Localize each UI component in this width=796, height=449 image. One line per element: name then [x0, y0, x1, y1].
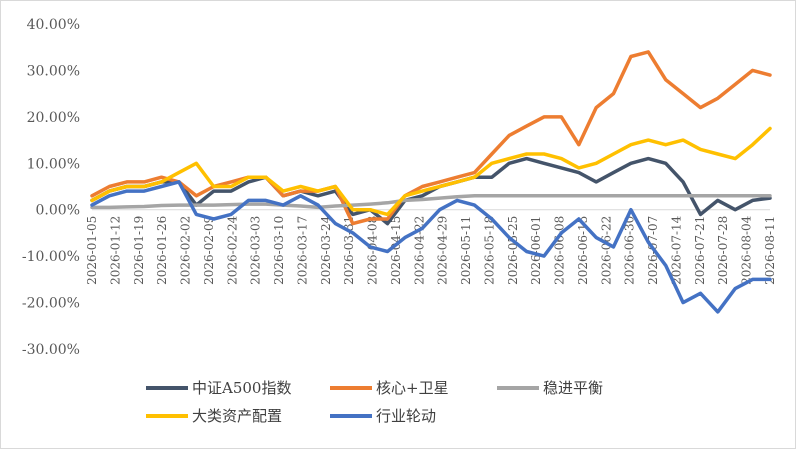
x-tick-label: 2026-08-04	[740, 215, 754, 285]
x-tick-label: 2026-03-31	[342, 216, 356, 285]
y-tick-label: 40.00%	[27, 17, 80, 33]
y-tick-label: -20.00%	[22, 296, 80, 312]
series-layer	[90, 50, 772, 314]
x-tick-label: 2026-02-24	[225, 215, 239, 285]
series-line-3	[90, 126, 772, 217]
x-tick-label: 2026-06-30	[623, 216, 637, 285]
y-tick-label: 0.00%	[36, 203, 80, 219]
x-tick-label: 2026-03-24	[319, 215, 333, 285]
x-tick-label: 2026-03-17	[295, 216, 309, 285]
x-tick-label: 2026-01-05	[85, 216, 99, 285]
legend-label: 核心+卫星	[376, 379, 449, 397]
x-tick-label: 2026-06-01	[529, 216, 543, 285]
x-tick-label: 2026-03-03	[249, 216, 263, 285]
x-tick-label: 2026-05-18	[482, 216, 496, 285]
x-tick-label: 2026-04-15	[389, 216, 403, 285]
y-tick-label: -30.00%	[22, 342, 80, 358]
legend-label: 行业轮动	[376, 407, 436, 425]
x-tick-label: 2026-05-25	[506, 216, 520, 285]
series-line-0	[90, 156, 772, 226]
legend-label: 大类资产配置	[192, 407, 282, 425]
x-tick-label: 2026-03-10	[272, 216, 286, 285]
x-tick-label: 2026-05-11	[459, 216, 473, 285]
x-tick-label: 2026-07-14	[669, 215, 683, 285]
legend-label: 中证A500指数	[192, 379, 291, 397]
x-tick-label: 2026-06-15	[576, 216, 590, 285]
x-tick-label: 2026-07-21	[693, 216, 707, 285]
x-tick-label: 2026-01-19	[132, 216, 146, 285]
series-line-2	[90, 194, 772, 210]
x-tick-label: 2026-07-28	[716, 216, 730, 285]
x-tick-label: 2026-01-12	[108, 216, 122, 285]
y-axis: 40.00% 30.00% 20.00% 10.00% 0.00% -10.00% -20.…	[22, 17, 80, 358]
y-tick-label: -10.00%	[22, 249, 80, 265]
y-tick-label: 10.00%	[27, 156, 80, 172]
y-tick-label: 30.00%	[27, 63, 80, 79]
x-tick-label: 2026-08-11	[763, 216, 777, 285]
x-tick-label: 2026-02-09	[202, 216, 216, 285]
x-axis: 2026-01-05 2026-01-12 2026-01-19 2026-01-26…	[85, 215, 777, 285]
series-line-1	[90, 50, 772, 226]
y-tick-label: 20.00%	[27, 110, 80, 126]
series-line-4	[90, 180, 772, 314]
x-tick-label: 2026-06-08	[553, 216, 567, 285]
x-tick-label: 2026-04-29	[436, 216, 450, 285]
x-tick-label: 2026-04-08	[366, 216, 380, 285]
x-tick-label: 2026-01-26	[155, 216, 169, 285]
legend-label: 稳进平衡	[543, 379, 603, 397]
x-tick-label: 2026-06-22	[599, 216, 613, 285]
x-tick-label: 2026-02-02	[179, 216, 193, 285]
